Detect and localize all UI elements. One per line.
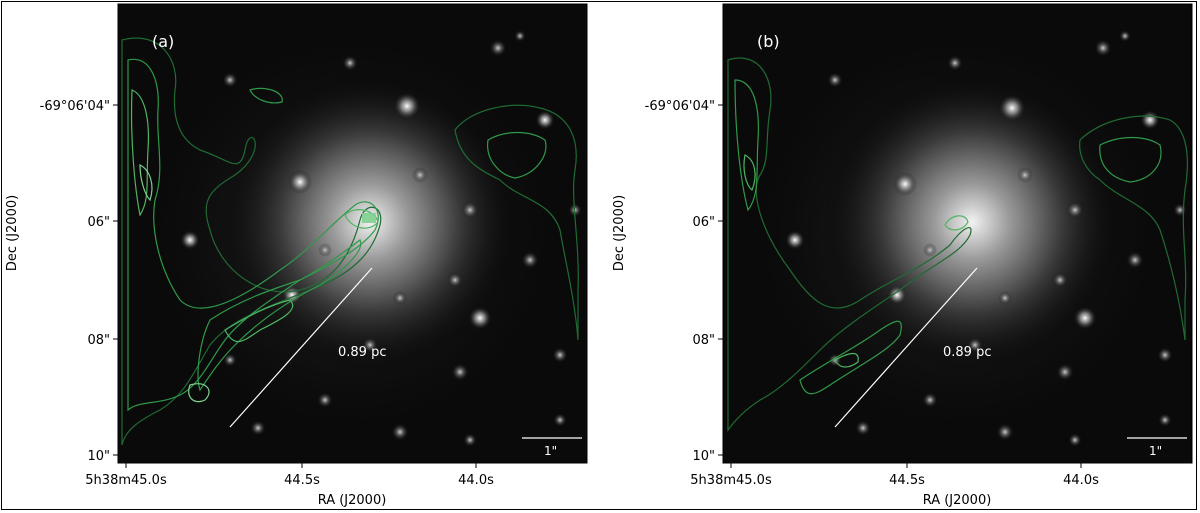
panel-b-contours bbox=[727, 57, 1188, 432]
panel-b-stars bbox=[785, 30, 1187, 447]
panel-b-xtick-1: 44.5s bbox=[889, 473, 925, 488]
panel-a-axes-frame bbox=[117, 3, 588, 464]
panel-a-stars bbox=[180, 30, 582, 447]
panel-b-distance-label: 0.89 pc bbox=[943, 345, 991, 360]
panel-a-ytick-0: -69°06'04" bbox=[40, 99, 110, 114]
panel-b-ylabel: Dec (J2000) bbox=[612, 195, 627, 271]
panel-b-xtick-0: 5h38m45.0s bbox=[690, 473, 772, 488]
panel-a-label: (a) bbox=[152, 32, 174, 51]
panel-a-ytick-3: 10" bbox=[87, 449, 110, 464]
panel-b-ytick-1: 06" bbox=[692, 215, 715, 230]
panel-a-scalebar-label: 1" bbox=[544, 444, 557, 458]
panel-b-ytick-0: -69°06'04" bbox=[645, 99, 715, 114]
panel-b-distance-line bbox=[834, 267, 978, 428]
panel-b-xlabel: RA (J2000) bbox=[923, 493, 992, 508]
panel-b-central-source bbox=[822, 72, 1122, 372]
panel-a-xlabel: RA (J2000) bbox=[318, 493, 387, 508]
panel-b-label: (b) bbox=[757, 32, 780, 51]
panel-b-xtick-2: 44.0s bbox=[1063, 473, 1099, 488]
panel-b-axes-frame bbox=[722, 3, 1193, 464]
panel-a-distance-label: 0.89 pc bbox=[338, 345, 386, 360]
panel-b: 0.89 pc 1" (b) -69°06'04" 06" 08" 10" 5h… bbox=[612, 3, 1193, 508]
panel-b-scalebar-label: 1" bbox=[1149, 444, 1162, 458]
panel-b-ytick-3: 10" bbox=[692, 449, 715, 464]
panel-a-contours bbox=[121, 37, 579, 446]
panel-a-distance-line bbox=[229, 267, 373, 428]
panel-a-ylabel: Dec (J2000) bbox=[5, 195, 20, 271]
panel-b-ytick-2: 08" bbox=[692, 333, 715, 348]
panel-a-xtick-0: 5h38m45.0s bbox=[85, 473, 167, 488]
panel-a-ytick-2: 08" bbox=[87, 333, 110, 348]
panel-a-xtick-1: 44.5s bbox=[284, 473, 320, 488]
panel-a-ytick-1: 06" bbox=[87, 215, 110, 230]
panel-a-xtick-2: 44.0s bbox=[458, 473, 494, 488]
panel-a: 0.89 pc 1" (a) -69°06'04" 06" 08" 10" 5h… bbox=[5, 3, 588, 508]
